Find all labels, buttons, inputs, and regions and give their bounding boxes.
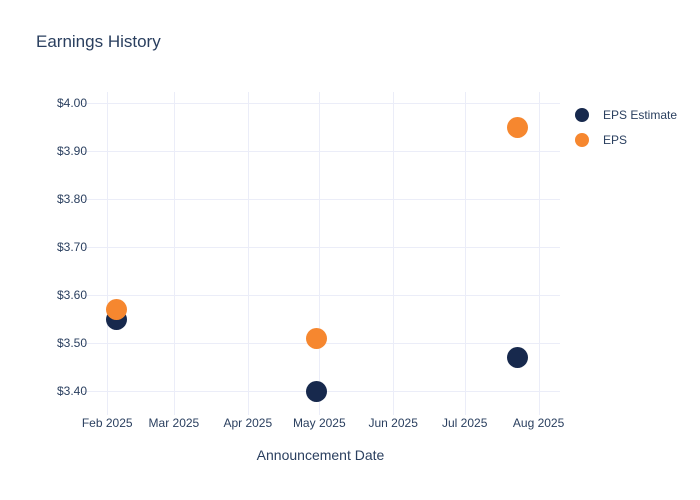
y-gridline	[81, 199, 560, 200]
data-point-eps[interactable]	[506, 116, 528, 138]
x-gridline	[538, 92, 540, 415]
x-gridline	[464, 92, 466, 415]
x-gridline	[173, 92, 175, 415]
legend-label: EPS Estimate	[603, 107, 678, 122]
x-axis-tick-label: Mar 2025	[148, 416, 200, 430]
x-gridline	[393, 92, 395, 415]
y-gridline	[81, 103, 560, 104]
y-axis-tick-label: $3.90	[56, 144, 87, 158]
y-axis-tick-label: $3.80	[56, 192, 87, 206]
chart-title: Earnings History	[36, 32, 161, 51]
x-axis-tick-label: Feb 2025	[81, 416, 133, 430]
plot-area[interactable]	[81, 92, 560, 415]
y-gridline	[81, 247, 560, 248]
legend-item-eps-estimate[interactable]: EPS Estimate	[575, 102, 677, 127]
legend-label: EPS	[603, 132, 628, 147]
data-point-eps-estimate[interactable]	[506, 346, 528, 368]
y-axis-tick-label: $3.50	[56, 336, 87, 350]
x-axis-tick-label: Aug 2025	[512, 416, 565, 430]
data-point-eps-estimate[interactable]	[306, 380, 328, 402]
x-axis-tick-label: Apr 2025	[223, 416, 273, 430]
y-gridline	[81, 151, 560, 152]
data-point-eps[interactable]	[306, 327, 328, 349]
x-axis-tick-label: Jul 2025	[442, 416, 488, 430]
x-axis-tick-label: May 2025	[292, 416, 346, 430]
eps-marker-icon	[575, 132, 589, 147]
x-gridline	[247, 92, 249, 415]
x-axis-tick-label: Jun 2025	[368, 416, 418, 430]
y-axis-tick-label: $4.00	[56, 96, 87, 110]
data-point-eps[interactable]	[106, 298, 128, 320]
x-gridline	[319, 92, 321, 415]
legend-item-eps[interactable]: EPS	[575, 127, 677, 152]
eps-estimate-marker-icon	[575, 107, 589, 122]
y-axis-tick-label: $3.60	[56, 288, 87, 302]
y-axis-tick-label: $3.70	[56, 240, 87, 254]
y-gridline	[81, 295, 560, 296]
legend: EPS Estimate EPS	[575, 102, 677, 152]
x-gridline	[107, 92, 109, 415]
y-axis-tick-label: $3.40	[56, 384, 87, 398]
x-axis-title: Announcement Date	[256, 447, 385, 463]
